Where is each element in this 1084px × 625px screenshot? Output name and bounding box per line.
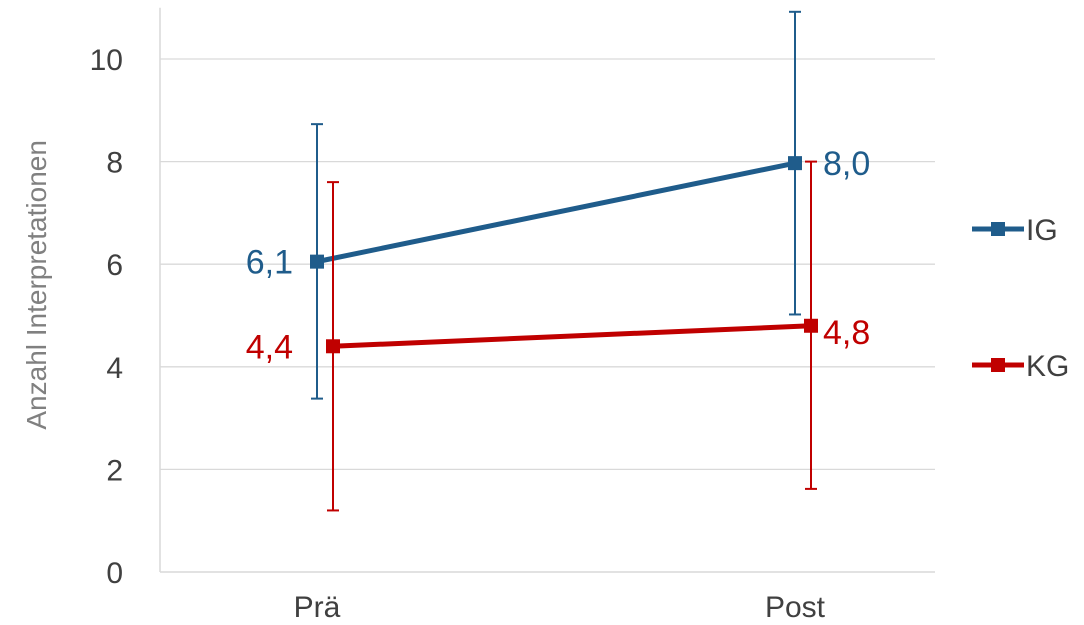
data-label-ig: 8,0 — [823, 145, 870, 183]
data-point-kg — [326, 339, 340, 354]
y-tick-label: 6 — [106, 249, 123, 282]
y-tick-label: 4 — [106, 352, 123, 385]
series-line-ig — [316, 160, 796, 265]
y-axis-title: Anzahl Interpretationen — [21, 140, 52, 430]
data-point-ig — [788, 156, 802, 171]
data-point-ig — [310, 254, 324, 269]
legend-marker-kg — [991, 358, 1005, 372]
x-tick-label: Post — [765, 591, 826, 624]
legend-label-kg: KG — [1026, 350, 1069, 383]
y-tick-label: 8 — [106, 147, 123, 180]
legend-marker-ig — [991, 222, 1005, 236]
data-label-kg: 4,4 — [246, 328, 293, 366]
y-tick-label: 10 — [90, 44, 123, 77]
data-point-kg — [804, 318, 818, 333]
series-line-kg — [332, 323, 812, 349]
y-tick-label: 0 — [106, 557, 123, 590]
data-label-kg: 4,8 — [823, 314, 870, 352]
y-tick-label: 2 — [106, 454, 123, 487]
data-label-ig: 6,1 — [246, 244, 293, 282]
x-tick-label: Prä — [294, 591, 341, 624]
legend-label-ig: IG — [1026, 214, 1058, 247]
